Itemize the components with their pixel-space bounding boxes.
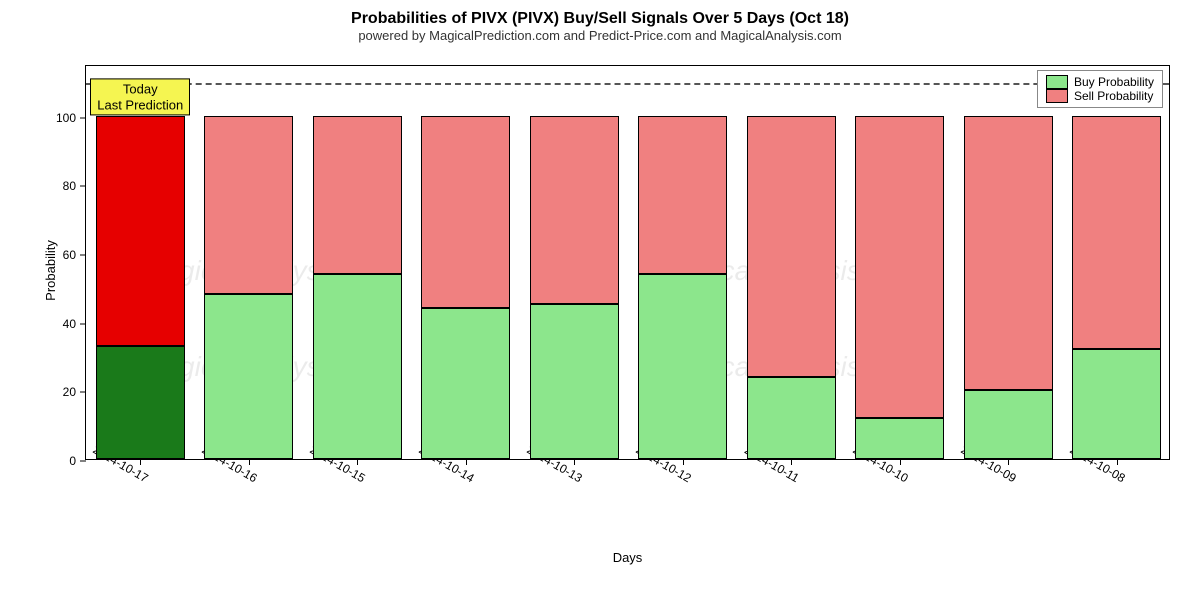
x-tick-mark <box>791 459 792 465</box>
y-tick-label: 40 <box>63 317 86 331</box>
y-axis-label: Probability <box>43 240 58 301</box>
reference-line <box>86 83 1169 85</box>
bar-sell <box>421 116 510 308</box>
x-axis-label: Days <box>85 550 1170 565</box>
y-tick-label: 100 <box>56 111 86 125</box>
chart-subtitle: powered by MagicalPrediction.com and Pre… <box>20 28 1180 43</box>
bar-group <box>1072 116 1161 459</box>
x-tick-mark <box>140 459 141 465</box>
legend-label: Buy Probability <box>1074 75 1154 89</box>
bar-sell <box>964 116 1053 391</box>
bar-group <box>96 116 185 459</box>
bar-sell <box>747 116 836 377</box>
legend-label: Sell Probability <box>1074 89 1153 103</box>
bar-sell <box>638 116 727 274</box>
bar-sell <box>204 116 293 295</box>
legend-item: Buy Probability <box>1046 75 1154 89</box>
bar-group <box>204 116 293 459</box>
x-tick-mark <box>1117 459 1118 465</box>
legend-item: Sell Probability <box>1046 89 1154 103</box>
bar-buy <box>964 390 1053 459</box>
legend-swatch <box>1046 75 1068 89</box>
bar-sell <box>855 116 944 418</box>
x-tick-mark <box>466 459 467 465</box>
bar-buy <box>638 274 727 459</box>
x-tick-mark <box>1008 459 1009 465</box>
y-tick-label: 0 <box>69 454 86 468</box>
y-tick-label: 80 <box>63 179 86 193</box>
bar-buy <box>204 294 293 459</box>
bar-group <box>421 116 510 459</box>
annotation-line: Today <box>97 81 183 97</box>
y-tick-label: 60 <box>63 248 86 262</box>
plot-area: 020406080100MagicalAnalysis.comMagicalAn… <box>85 65 1170 460</box>
bar-sell <box>530 116 619 305</box>
bar-buy <box>855 418 944 459</box>
x-tick-mark <box>357 459 358 465</box>
legend-swatch <box>1046 89 1068 103</box>
bar-buy <box>747 377 836 459</box>
today-annotation: TodayLast Prediction <box>90 78 190 115</box>
bar-group <box>530 116 619 459</box>
x-tick-mark <box>900 459 901 465</box>
bar-buy <box>1072 349 1161 459</box>
x-tick-mark <box>683 459 684 465</box>
bar-group <box>855 116 944 459</box>
y-tick-label: 20 <box>63 385 86 399</box>
bar-buy <box>530 304 619 459</box>
bar-group <box>638 116 727 459</box>
bar-sell <box>96 116 185 346</box>
bar-buy <box>313 274 402 459</box>
annotation-line: Last Prediction <box>97 97 183 113</box>
bar-group <box>964 116 1053 459</box>
chart-title: Probabilities of PIVX (PIVX) Buy/Sell Si… <box>20 10 1180 28</box>
x-tick-mark <box>249 459 250 465</box>
bar-buy <box>96 346 185 459</box>
bar-sell <box>1072 116 1161 350</box>
chart-container: Probabilities of PIVX (PIVX) Buy/Sell Si… <box>0 0 1200 600</box>
x-tick-mark <box>574 459 575 465</box>
bar-buy <box>421 308 510 459</box>
legend: Buy ProbabilitySell Probability <box>1037 70 1163 108</box>
bar-group <box>313 116 402 459</box>
bar-sell <box>313 116 402 274</box>
bar-group <box>747 116 836 459</box>
